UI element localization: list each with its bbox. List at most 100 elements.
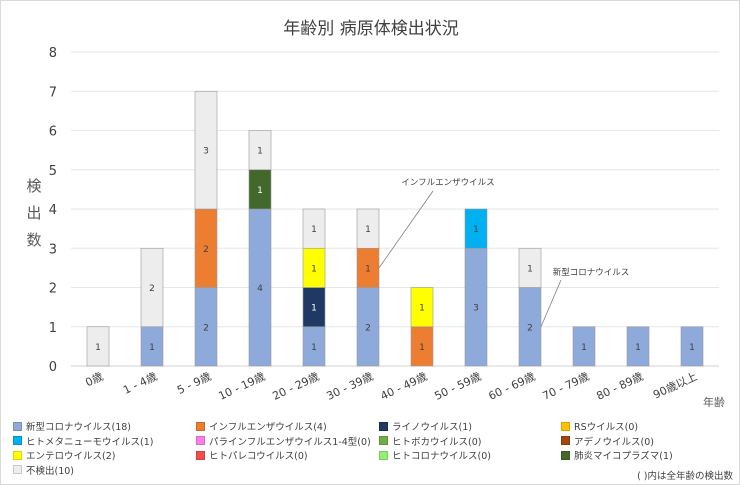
x-tick-label: 5 - 9歳 [175,370,213,397]
x-tick-label: 0歳 [83,370,105,389]
bar-segment [626,326,650,367]
data-label: 1 [689,343,695,353]
data-label: 1 [149,343,155,353]
legend-item: 肺炎マイコプラズマ(1) [561,448,673,462]
legend-item: 不検出(10) [13,463,74,477]
x-tick-label: 70 - 79歳 [540,370,591,403]
legend-item: ヒトメタニューモウイルス(1) [13,434,153,448]
bar-segment [572,326,596,367]
bar-segment [302,208,326,249]
x-axis-label: 年齢 [703,395,725,409]
y-tick-label: 1 [49,321,57,336]
y-tick-label: 8 [49,46,57,61]
y-label-char: 検 [26,177,41,195]
callout-line [540,279,562,327]
legend-label: ヒトパレコウイルス(0) [209,451,308,462]
data-label: 1 [257,186,263,196]
legend-swatch [196,436,205,445]
data-label: 4 [257,284,263,294]
y-axis-label: 検出数 [26,177,41,249]
legend-item: アデノウイルス(0) [561,434,654,448]
legend-label: 新型コロナウイルス(18) [26,422,132,433]
bars: 1 1 2 2 2 3 4 1 1 1 1 1 1 2 1 1 1 1 3 1 2 1 1 1 1 [86,90,704,367]
callout-label: 新型コロナウイルス [553,267,630,278]
legend-swatch [13,421,22,431]
y-label-char: 数 [26,231,41,249]
data-label: 1 [95,343,101,353]
legend-label: 不検出(10) [26,465,75,477]
y-tick-label: 3 [49,242,57,257]
data-label: 2 [203,323,209,333]
x-tick-label: 50 - 59歳 [432,370,483,403]
data-label: 3 [203,147,209,157]
legend-label: ヒトメタニューモウイルス(1) [26,436,154,448]
legend-swatch [561,436,570,445]
y-tick-label: 0 [49,360,57,375]
bar-segment [140,247,164,328]
data-label: 1 [581,343,587,353]
bar-segment [518,247,542,288]
bar-segment [356,208,380,249]
legend-item: 新型コロナウイルス(18) [13,419,131,433]
stacked-bar-chart: 年齢別 病原体検出状況 0 1 2 3 4 5 6 7 8 検出数 1 1 2 2 2 3 4 1 1 1 1 1 1 2… [26,19,725,409]
data-label: 2 [203,245,209,255]
data-label: 1 [365,225,371,235]
bar-segment [410,287,434,328]
bar-segment [680,326,704,367]
legend-label: ヒトコロナウイルス(0) [392,451,491,462]
legend-item: ヒトボカウイルス(0) [379,434,481,448]
legend-label: アデノウイルス(0) [574,436,654,448]
data-label: 1 [527,264,533,274]
legend-item: ヒトパレコウイルス(0) [196,448,308,462]
gridlines [71,51,719,367]
footnote: ( )内は全年齢の検出数 [637,471,733,482]
bar-segment [194,90,218,210]
bar-segment [464,208,488,249]
legend-label: ライノウイルス(1) [392,422,472,433]
data-label: 1 [365,264,371,274]
data-label: 2 [149,284,155,294]
data-label: 1 [419,343,425,353]
data-label: 2 [527,323,533,333]
legend-item: ライノウイルス(1) [379,419,472,433]
x-tick-label: 90歳以上 [651,370,699,402]
data-label: 1 [257,147,263,157]
legend-swatch [13,450,22,460]
x-tick-label: 10 - 19歳 [216,370,267,403]
legend-swatch [13,436,22,445]
legend-item: インフルエンザウイルス(4) [196,419,327,433]
bar-segment [248,130,272,171]
x-axis-ticks: 0歳 1 - 4歳 5 - 9歳 10 - 19歳 20 - 29歳 30 - 39歳 40… [83,370,699,403]
y-tick-label: 4 [49,203,57,218]
data-label: 2 [365,323,371,333]
legend-swatch [379,421,388,431]
legend-label: インフルエンザウイルス(4) [209,422,327,433]
x-tick-label: 1 - 4歳 [121,370,159,397]
x-tick-label: 40 - 49歳 [378,370,429,403]
legend-swatch [379,450,388,460]
y-label-char: 出 [26,204,41,222]
legend-item: ヒトコロナウイルス(0) [379,448,491,462]
legend-label: ヒトボカウイルス(0) [392,436,482,448]
data-label: 1 [635,343,641,353]
legend-swatch [379,436,388,445]
legend-item: エンテロウイルス(2) [13,448,115,462]
legend-label: パラインフルエンザウイルス1-4型(0) [209,436,371,448]
legend-swatch [561,450,570,460]
data-label: 1 [419,304,425,314]
y-tick-label: 6 [49,125,57,140]
chart-title: 年齢別 病原体検出状況 [283,19,458,39]
legend-item: パラインフルエンザウイルス1-4型(0) [196,434,371,448]
legend-label: エンテロウイルス(2) [26,451,116,462]
callout-label: インフルエンザウイルス [401,178,494,188]
bar-segment [86,326,110,367]
data-label: 1 [311,304,317,314]
legend-swatch [196,450,205,460]
y-axis-ticks: 0 1 2 3 4 5 6 7 8 [49,46,57,375]
x-tick-label: 60 - 69歳 [486,370,537,403]
legend-swatch [561,421,570,431]
data-label: 3 [473,304,479,314]
data-label: 1 [311,343,317,353]
